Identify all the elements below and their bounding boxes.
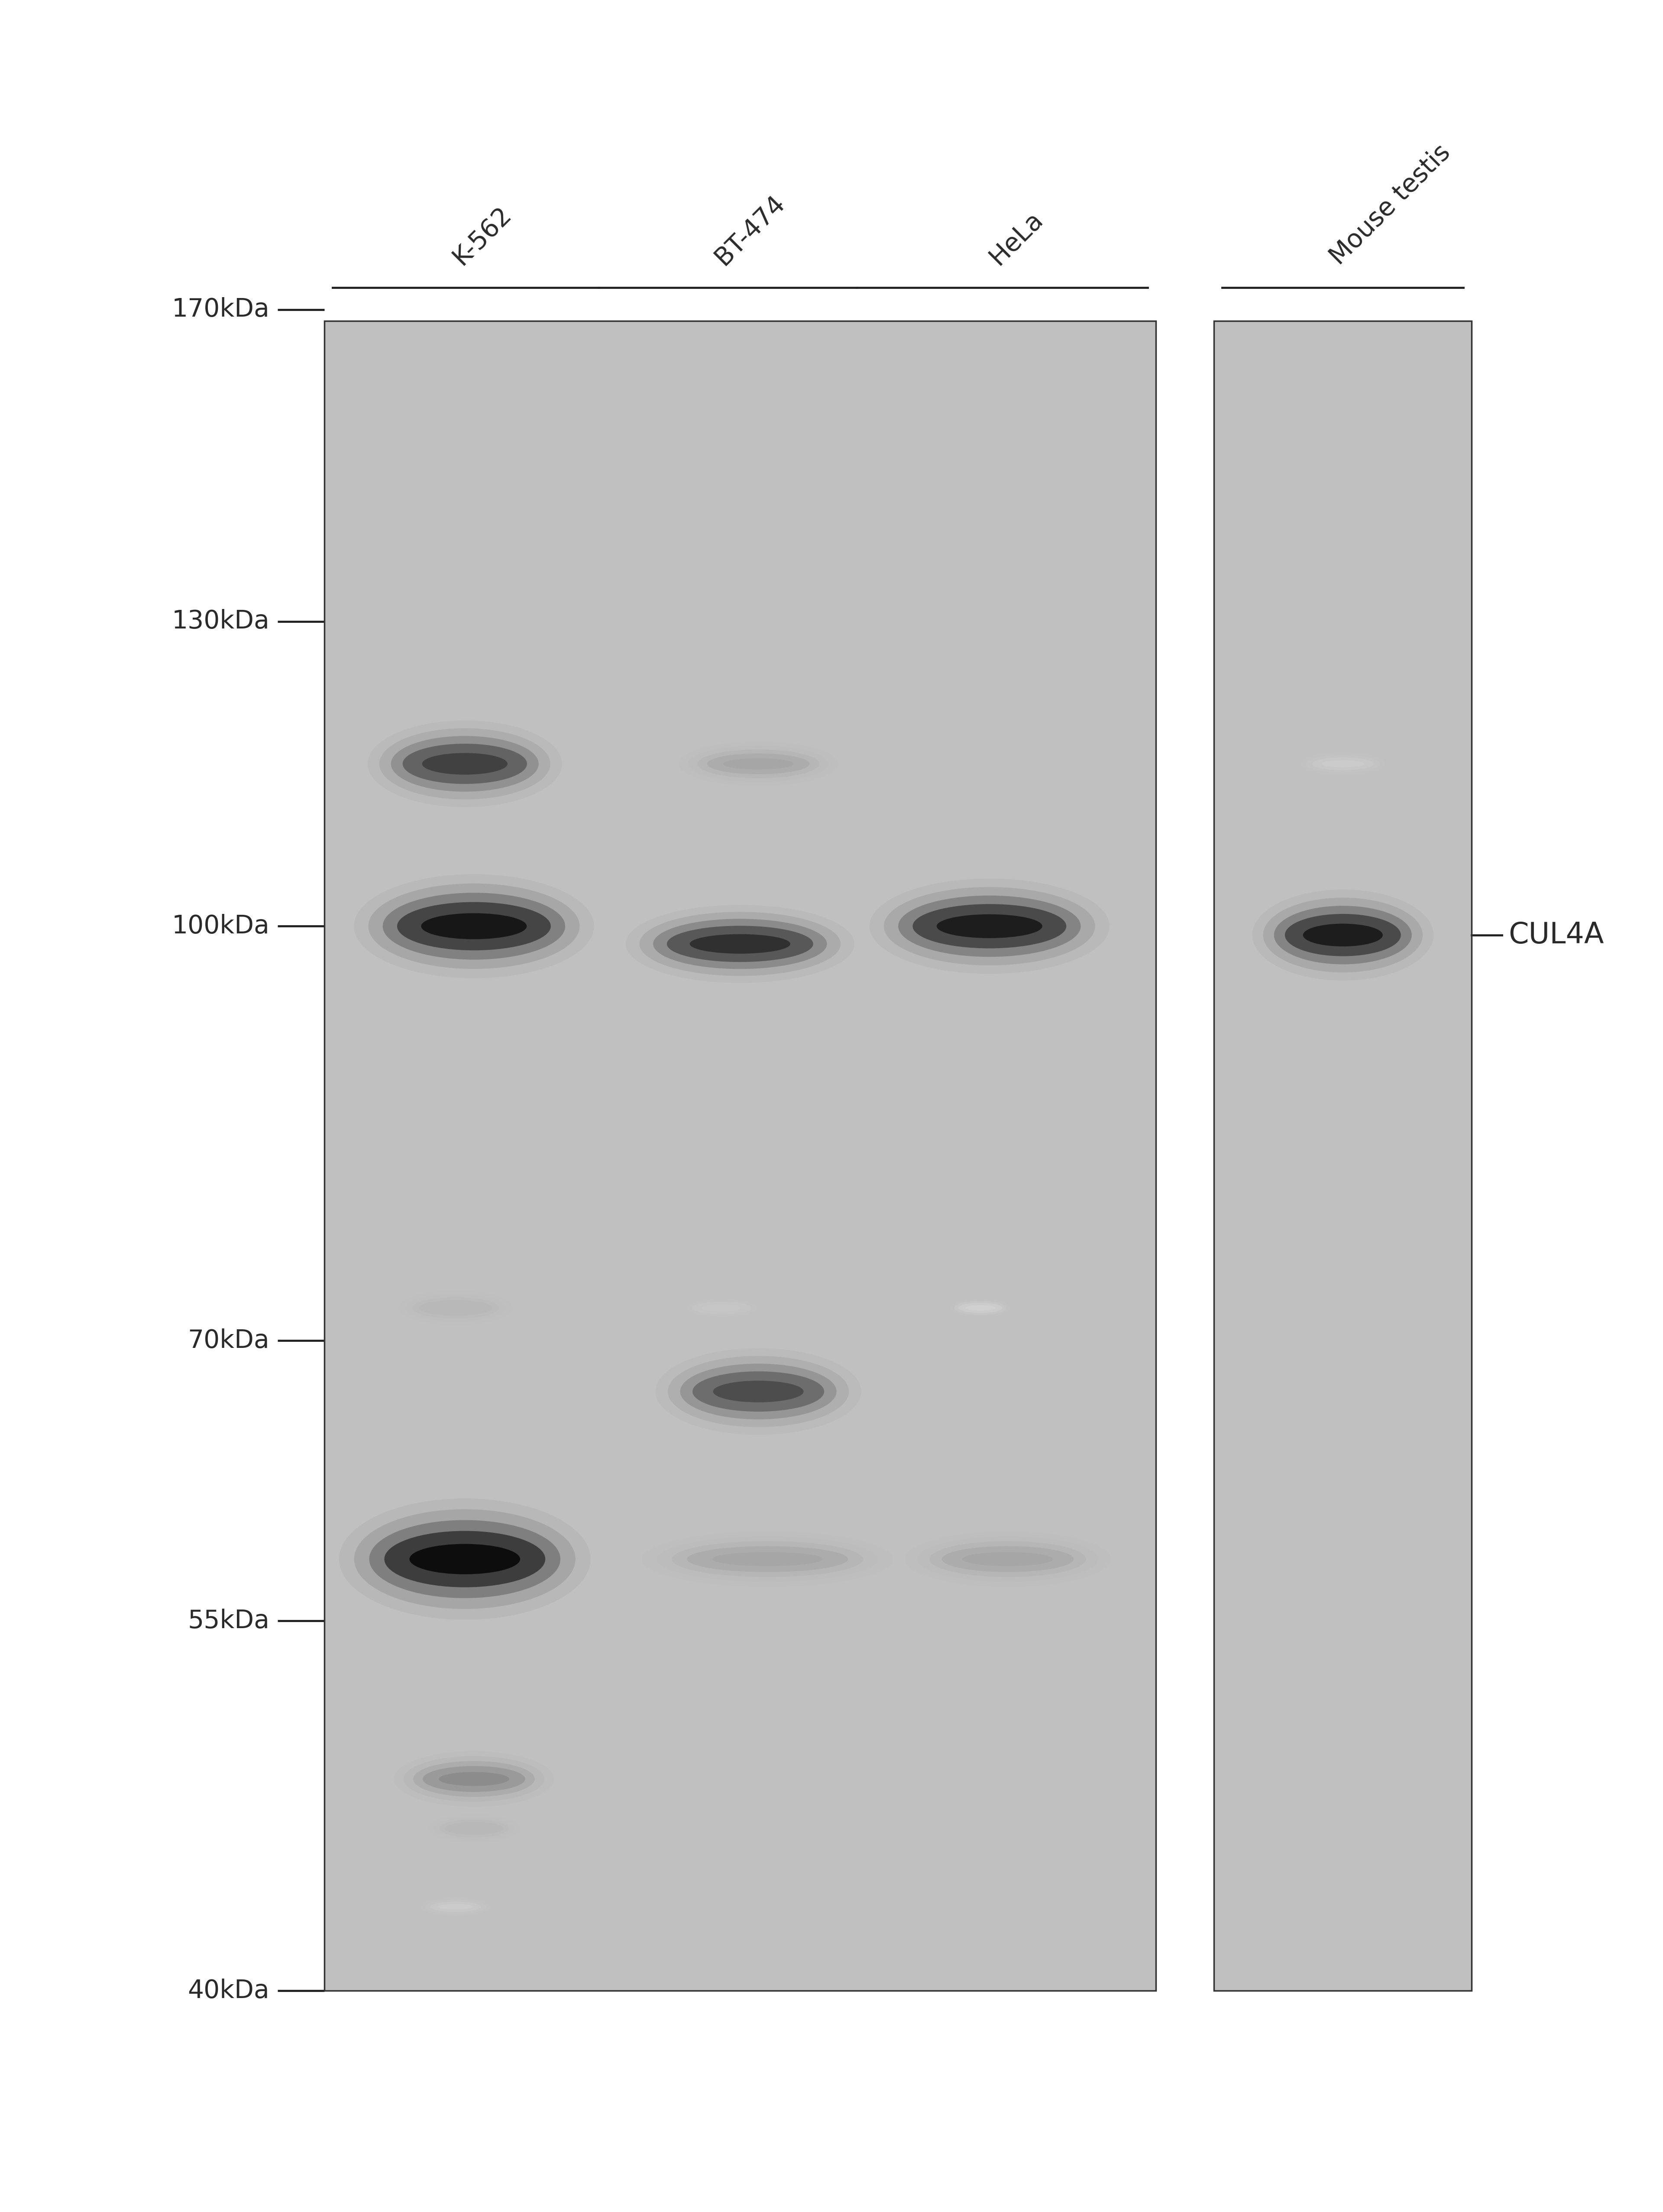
Ellipse shape — [692, 1371, 825, 1411]
Ellipse shape — [409, 1544, 521, 1575]
Ellipse shape — [421, 914, 527, 940]
Text: 130kDa: 130kDa — [171, 608, 269, 633]
Ellipse shape — [918, 1535, 1098, 1582]
Ellipse shape — [958, 1303, 1003, 1314]
Bar — [1214, 321, 1472, 1991]
Ellipse shape — [713, 1380, 803, 1402]
Ellipse shape — [669, 1356, 848, 1427]
Ellipse shape — [941, 1546, 1074, 1573]
Text: 40kDa: 40kDa — [188, 1978, 269, 2004]
Ellipse shape — [950, 1298, 1011, 1316]
Ellipse shape — [402, 743, 527, 783]
Ellipse shape — [406, 1294, 506, 1321]
Ellipse shape — [431, 1902, 481, 1911]
Ellipse shape — [421, 1898, 491, 1916]
Ellipse shape — [712, 1553, 823, 1566]
Ellipse shape — [426, 1900, 486, 1913]
Ellipse shape — [384, 1531, 545, 1588]
Text: 70kDa: 70kDa — [188, 1327, 269, 1354]
Ellipse shape — [682, 1296, 762, 1318]
Ellipse shape — [439, 1772, 509, 1785]
Text: Mouse testis: Mouse testis — [1325, 139, 1455, 270]
Ellipse shape — [404, 1756, 544, 1803]
Ellipse shape — [1300, 752, 1385, 774]
Ellipse shape — [1274, 905, 1412, 964]
Ellipse shape — [687, 1546, 848, 1573]
Ellipse shape — [412, 1761, 535, 1796]
Ellipse shape — [692, 1301, 752, 1314]
Ellipse shape — [654, 918, 827, 969]
Ellipse shape — [697, 750, 820, 779]
Text: HeLa: HeLa — [984, 208, 1048, 270]
Ellipse shape — [444, 1823, 504, 1836]
Ellipse shape — [883, 887, 1096, 964]
Ellipse shape — [690, 933, 790, 953]
Ellipse shape — [412, 1296, 499, 1318]
Ellipse shape — [898, 896, 1081, 958]
Text: K-562: K-562 — [449, 201, 516, 270]
Ellipse shape — [391, 737, 539, 792]
Text: 100kDa: 100kDa — [171, 914, 269, 938]
Ellipse shape — [930, 1542, 1086, 1577]
Ellipse shape — [687, 1298, 757, 1316]
Ellipse shape — [672, 1542, 863, 1577]
Ellipse shape — [1305, 754, 1380, 772]
Ellipse shape — [1264, 898, 1422, 973]
Ellipse shape — [422, 1765, 526, 1792]
Ellipse shape — [913, 905, 1066, 949]
Bar — [324, 321, 1156, 1991]
Ellipse shape — [1322, 761, 1364, 768]
Ellipse shape — [936, 914, 1043, 938]
Ellipse shape — [955, 1301, 1006, 1316]
Text: 55kDa: 55kDa — [188, 1608, 269, 1632]
Ellipse shape — [667, 927, 813, 962]
Text: CUL4A: CUL4A — [1508, 920, 1603, 949]
Ellipse shape — [397, 902, 550, 951]
Ellipse shape — [454, 1825, 494, 1832]
Ellipse shape — [688, 745, 828, 783]
Ellipse shape — [434, 1816, 514, 1840]
Ellipse shape — [723, 759, 793, 770]
Ellipse shape — [657, 1535, 878, 1582]
Ellipse shape — [369, 1520, 560, 1597]
Ellipse shape — [680, 1363, 836, 1420]
Ellipse shape — [707, 754, 810, 774]
Ellipse shape — [354, 1509, 575, 1608]
Ellipse shape — [439, 1820, 509, 1838]
Text: BT-474: BT-474 — [710, 190, 790, 270]
Text: 170kDa: 170kDa — [171, 296, 269, 323]
Ellipse shape — [965, 1305, 996, 1312]
Ellipse shape — [1312, 757, 1374, 770]
FancyBboxPatch shape — [1214, 321, 1472, 1991]
Ellipse shape — [963, 1553, 1053, 1566]
Ellipse shape — [422, 752, 507, 774]
Ellipse shape — [368, 883, 580, 969]
Ellipse shape — [437, 1905, 474, 1909]
Ellipse shape — [379, 728, 550, 799]
Ellipse shape — [431, 1303, 481, 1312]
Ellipse shape — [639, 911, 840, 975]
Ellipse shape — [419, 1301, 492, 1316]
Ellipse shape — [1304, 925, 1382, 947]
FancyBboxPatch shape — [324, 321, 1156, 1991]
Ellipse shape — [382, 894, 565, 960]
Ellipse shape — [1285, 914, 1400, 956]
Ellipse shape — [702, 1305, 742, 1312]
